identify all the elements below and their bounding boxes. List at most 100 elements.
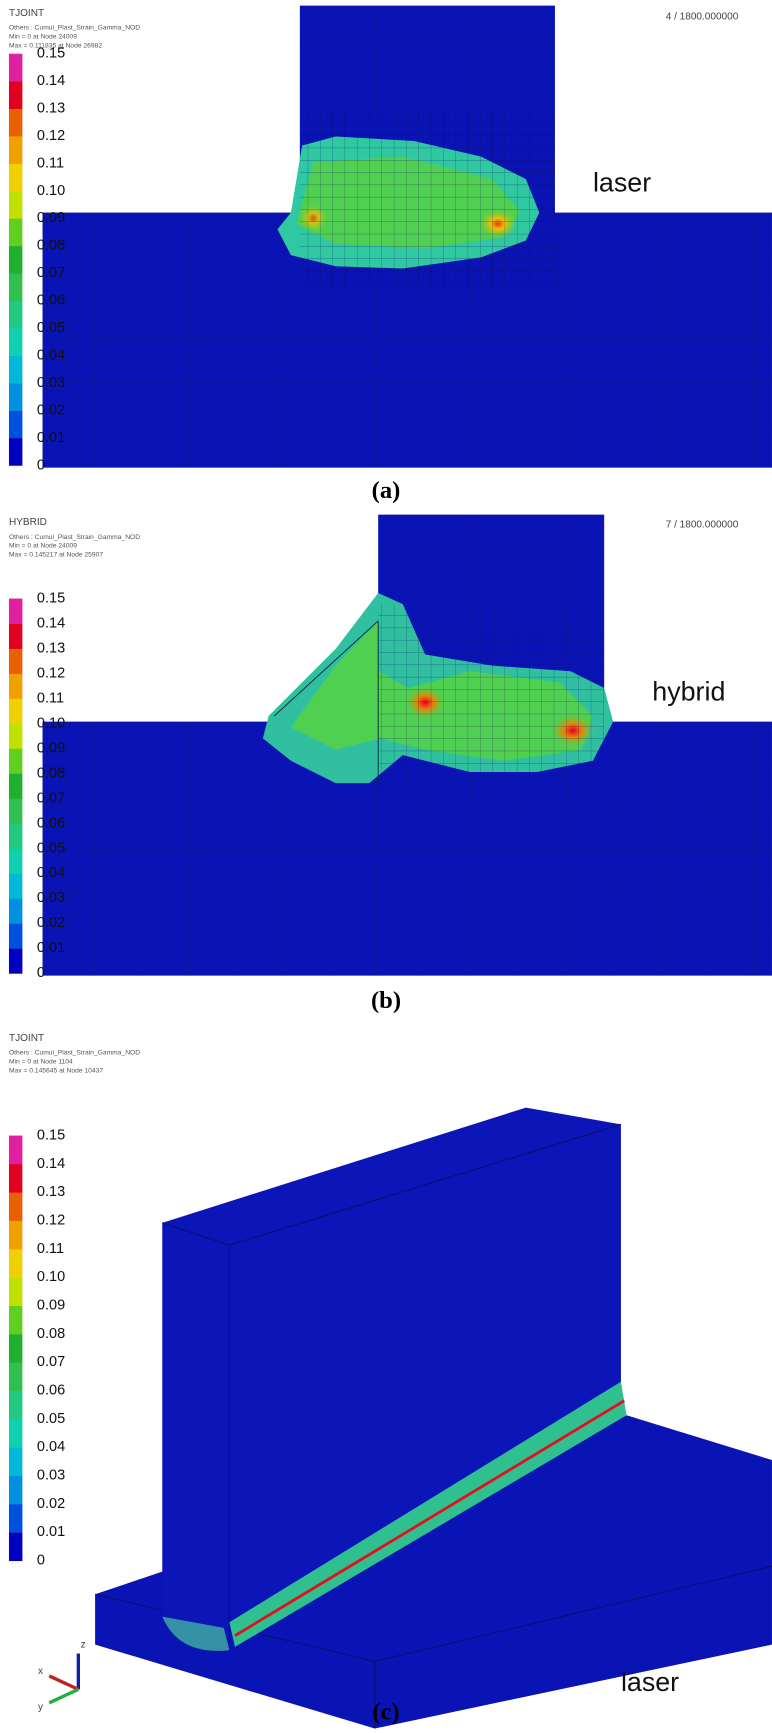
axis-label: z	[81, 1639, 86, 1650]
colorbar-segment	[8, 163, 23, 192]
colorbar-label: 0.03	[37, 1468, 65, 1484]
frame-counter: 4 / 1800.000000	[666, 11, 739, 22]
panel: TJOINT Others : Cumul_Plast_Strain_Gamma_…	[8, 1033, 679, 1726]
colorbar-label: 0.14	[37, 615, 65, 631]
colorbar-segment	[8, 1418, 23, 1448]
colorbar-segment	[8, 1532, 23, 1562]
colorbar-label: 0.07	[37, 265, 65, 281]
colorbar-label: 0	[37, 457, 45, 473]
colorbar-label: 0.01	[37, 1524, 65, 1540]
colorbar-segment	[8, 108, 23, 137]
colorbar-segment	[8, 81, 23, 109]
colorbar-label: 0.05	[37, 840, 65, 856]
colorbar-label: 0.02	[37, 1496, 65, 1512]
colorbar-segment	[8, 1220, 23, 1250]
colorbar-segment	[8, 328, 23, 356]
colorbar-label: 0.13	[37, 100, 65, 116]
colorbar-label: 0.02	[37, 402, 65, 418]
colorbar-segment	[8, 798, 23, 824]
colorbar-segment	[8, 1504, 23, 1533]
panel-label: laser	[621, 1667, 679, 1697]
header-line: Max = 0.111835 at Node 26982	[9, 43, 102, 50]
header-line: Others : Cumul_Plast_Strain_Gamma_NOD	[9, 1050, 140, 1057]
colorbar-label: 0.01	[37, 940, 65, 956]
colorbar-label: 0.15	[37, 1127, 65, 1143]
colorbar-segment	[8, 623, 23, 649]
colorbar-label: 0.10	[37, 183, 65, 199]
colorbar-segment	[8, 748, 23, 774]
colorbar-label: 0.14	[37, 1156, 65, 1172]
colorbar-label: 0.04	[37, 865, 65, 881]
edge	[162, 1123, 622, 1645]
header-line: Min = 0 at Node 24009	[9, 34, 77, 41]
colorbar-label: 0.02	[37, 915, 65, 931]
colorbar-segment	[8, 1248, 23, 1278]
colorbar-label: 0.15	[37, 46, 65, 62]
colorbar-label: 0.11	[37, 155, 64, 171]
axis-label: y	[38, 1702, 43, 1713]
colorbar-segment	[8, 873, 23, 899]
header-line: TJOINT	[9, 1033, 44, 1044]
colorbar-segment	[8, 1277, 23, 1306]
colorbar-label: 0.12	[37, 1212, 65, 1228]
colorbar-segment	[8, 437, 23, 466]
panel-label: hybrid	[652, 677, 725, 707]
caption: (c)	[372, 1699, 399, 1726]
colorbar-label: 0.10	[37, 715, 65, 731]
base-plate	[95, 1415, 772, 1729]
colorbar-segment	[8, 1390, 23, 1420]
colorbar-label: 0.14	[37, 73, 65, 89]
colorbar-segment	[8, 218, 23, 247]
colorbar-label: 0.06	[37, 815, 65, 831]
header-line: Max = 0.145645 at Node 10437	[9, 1067, 103, 1074]
axis-label: x	[38, 1666, 43, 1677]
panel: HYBRID Others : Cumul_Plast_Strain_Gamma_…	[8, 517, 739, 1014]
colorbar-label: 0.09	[37, 1297, 65, 1313]
colorbar-segment	[8, 136, 23, 164]
colorbar-label: 0.04	[37, 1439, 65, 1455]
colorbar-label: 0.11	[37, 690, 64, 706]
header-line: TJOINT	[9, 8, 44, 19]
colorbar-label: 0.08	[37, 765, 65, 781]
mesh-overlay	[378, 604, 605, 795]
colorbar-label: 0.09	[37, 210, 65, 226]
colorbar-label: 0	[37, 1553, 45, 1569]
colorbar-label: 0.15	[37, 590, 65, 606]
colorbar-label: 0.03	[37, 890, 65, 906]
colorbar-segment	[8, 648, 23, 674]
colorbar-label: 0	[37, 965, 45, 981]
web	[162, 1107, 621, 1645]
weld-end	[162, 1616, 230, 1651]
colorbar-label: 0.13	[37, 640, 65, 656]
colorbar-segment	[8, 1135, 23, 1165]
panel-b-geometry	[42, 514, 772, 976]
colorbar-label: 0.12	[37, 128, 65, 144]
colorbar-segment	[8, 245, 23, 274]
colorbar-segment	[8, 1333, 23, 1363]
colorbar-label: 0.04	[37, 347, 65, 363]
colorbar-segment	[8, 948, 23, 974]
colorbar-label: 0.08	[37, 1326, 65, 1342]
colorbar-segment	[8, 1305, 23, 1335]
panel-label: laser	[593, 168, 651, 198]
axis-triad	[48, 1653, 81, 1705]
colorbar-segment	[8, 598, 23, 624]
colorbar-segment	[8, 1447, 23, 1477]
colorbar-label: 0.05	[37, 1411, 65, 1427]
caption: (b)	[371, 987, 401, 1014]
colorbar-segment	[8, 723, 23, 749]
header-line: Max = 0.145217 at Node 25907	[9, 552, 103, 559]
colorbar-segment	[8, 673, 23, 699]
mesh-overlay	[299, 111, 555, 291]
panel-c-geometry	[48, 1107, 772, 1729]
colorbar-segment	[8, 190, 23, 219]
colorbar-segment	[8, 1192, 23, 1221]
colorbar-label: 0.08	[37, 238, 65, 254]
colorbar-segment	[8, 923, 23, 949]
colorbar-label: 0.06	[37, 1382, 65, 1398]
panel: TJOINT Others : Cumul_Plast_Strain_Gamma_…	[8, 8, 739, 504]
colorbar-segment	[8, 410, 23, 439]
colorbar-segment	[8, 848, 23, 874]
header-line: HYBRID	[9, 517, 47, 528]
